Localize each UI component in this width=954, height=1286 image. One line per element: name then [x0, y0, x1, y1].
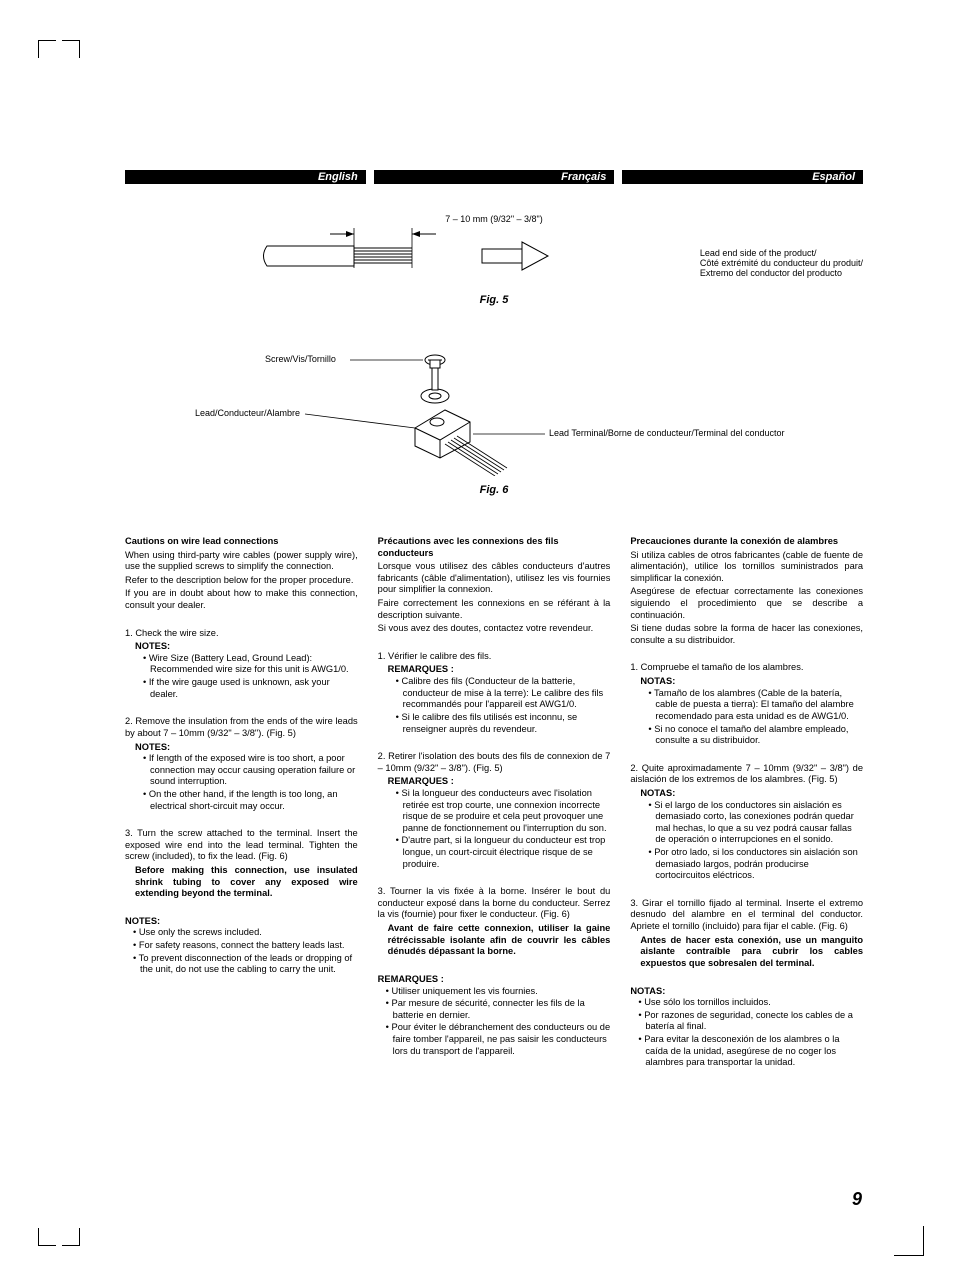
column-french: Précautions avec les connexions des fils…: [378, 536, 611, 1085]
fr-s2-bullet2: D'autre part, si la longueur du conducte…: [396, 835, 611, 870]
fig6-terminal-label: Lead Terminal/Borne de conducteur/Termin…: [549, 428, 784, 438]
fig6-diagram: [245, 346, 745, 476]
column-spanish: Precauciones durante la conexión de alam…: [630, 536, 863, 1085]
en-s2-bullet2: On the other hand, if the length is too …: [143, 789, 358, 812]
es-s1-bullet2: Si no conoce el tamaño del alambre emple…: [648, 724, 863, 747]
fig5-label-fr: Côté extrémité du conducteur du produit/: [700, 258, 863, 268]
page-content: English Français Español 7 – 10 mm (9/32…: [125, 170, 863, 1085]
es-s2-bullet1: Si el largo de los conductores sin aisla…: [648, 800, 863, 846]
en-s2-bullet1: If length of the exposed wire is too sho…: [143, 753, 358, 788]
es-step3: 3. Girar el tornillo fijado al terminal.…: [630, 898, 863, 933]
fr-step3-bold: Avant de faire cette connexion, utiliser…: [388, 923, 611, 958]
fr-s1-bullet2: Si le calibre des fils utilisés est inco…: [396, 712, 611, 735]
fig5-caption: Fig. 5: [125, 294, 863, 306]
es-step3-bold: Antes de hacer esta conexión, use un man…: [640, 935, 863, 970]
fr-step3: 3. Tourner la vis fixée à la borne. Insé…: [378, 886, 611, 921]
en-step3: 3. Turn the screw attached to the termin…: [125, 828, 358, 863]
fig5-label-es: Extremo del conductor del producto: [700, 268, 863, 278]
en-heading: Cautions on wire lead connections: [125, 536, 358, 548]
crop-mark: [38, 40, 56, 58]
en-step2: 2. Remove the insulation from the ends o…: [125, 716, 358, 739]
es-notes-label-2: NOTAS:: [640, 788, 863, 800]
lang-english: English: [125, 170, 366, 184]
fr-notes-label-2: REMARQUES :: [388, 776, 611, 788]
es-intro2: Asegúrese de efectuar correctamente las …: [630, 586, 863, 621]
language-bar: English Français Español: [125, 170, 863, 184]
fig5-labels: Lead end side of the product/ Côté extré…: [700, 248, 863, 278]
fig6-screw-label: Screw/Vis/Tornillo: [265, 354, 336, 364]
es-notes-label-1: NOTAS:: [640, 676, 863, 688]
column-english: Cautions on wire lead connections When u…: [125, 536, 358, 1085]
fr-heading: Précautions avec les connexions des fils…: [378, 536, 611, 559]
es-intro1: Si utiliza cables de otros fabricantes (…: [630, 550, 863, 585]
figure-5: 7 – 10 mm (9/32" – 3/8"): [125, 214, 863, 306]
en-step1: 1. Check the wire size.: [125, 628, 358, 640]
es-step1: 1. Compruebe el tamaño de los alambres.: [630, 662, 863, 674]
es-final-bullet3: Para evitar la desconexión de los alambr…: [638, 1034, 863, 1069]
fr-s2-bullet1: Si la longueur des conducteurs avec l'is…: [396, 788, 611, 834]
en-s1-bullet1: Wire Size (Battery Lead, Ground Lead): R…: [143, 653, 358, 676]
en-notes-label-1: NOTES:: [135, 641, 358, 653]
fr-step1: 1. Vérifier le calibre des fils.: [378, 651, 611, 663]
es-s1-bullet1: Tamaño de los alambres (Cable de la bate…: [648, 688, 863, 723]
fig5-dimension: 7 – 10 mm (9/32" – 3/8"): [125, 214, 863, 224]
fr-final-bullet2: Par mesure de sécurité, connecter les fi…: [386, 998, 611, 1021]
crop-mark: [62, 40, 80, 58]
fr-intro2: Faire correctement les connexions en se …: [378, 598, 611, 621]
es-s2-bullet2: Por otro lado, si los conductores sin ai…: [648, 847, 863, 882]
fr-intro3: Si vous avez des doutes, contactez votre…: [378, 623, 611, 635]
es-final-bullet2: Por razones de seguridad, conecte los ca…: [638, 1010, 863, 1033]
fig6-lead-label: Lead/Conducteur/Alambre: [195, 408, 300, 418]
fr-notes-label-3: REMARQUES :: [378, 974, 611, 986]
crop-mark: [894, 1226, 924, 1256]
en-final-bullet3: To prevent disconnection of the leads or…: [133, 953, 358, 976]
en-final-bullet2: For safety reasons, connect the battery …: [133, 940, 358, 952]
en-s1-bullet2: If the wire gauge used is unknown, ask y…: [143, 677, 358, 700]
page-number: 9: [852, 1189, 862, 1210]
en-notes-label-2: NOTES:: [135, 742, 358, 754]
fr-s1-bullet1: Calibre des fils (Conducteur de la batte…: [396, 676, 611, 711]
es-notes-label-3: NOTAS:: [630, 986, 863, 998]
lang-francais: Français: [374, 170, 615, 184]
fig6-caption: Fig. 6: [125, 484, 863, 496]
es-intro3: Si tiene dudas sobre la forma de hacer l…: [630, 623, 863, 646]
es-heading: Precauciones durante la conexión de alam…: [630, 536, 863, 548]
fig5-label-en: Lead end side of the product/: [700, 248, 863, 258]
fr-final-bullet3: Pour éviter le débranchement des conduct…: [386, 1022, 611, 1057]
en-notes-label-3: NOTES:: [125, 916, 358, 928]
en-step3-bold: Before making this connection, use insul…: [135, 865, 358, 900]
en-intro2: Refer to the description below for the p…: [125, 575, 358, 587]
text-columns: Cautions on wire lead connections When u…: [125, 536, 863, 1085]
crop-mark: [62, 1228, 80, 1246]
lang-espanol: Español: [622, 170, 863, 184]
en-intro1: When using third-party wire cables (powe…: [125, 550, 358, 573]
es-step2: 2. Quite aproximadamente 7 – 10mm (9/32"…: [630, 763, 863, 786]
en-final-bullet1: Use only the screws included.: [133, 927, 358, 939]
en-intro3: If you are in doubt about how to make th…: [125, 588, 358, 611]
figure-6: Screw/Vis/Tornillo Lead/Conducteur/Alamb…: [125, 346, 863, 496]
es-final-bullet1: Use sólo los tornillos incluidos.: [638, 997, 863, 1009]
fig5-diagram: [252, 228, 752, 288]
fr-final-bullet1: Utiliser uniquement les vis fournies.: [386, 986, 611, 998]
fr-notes-label-1: REMARQUES :: [388, 664, 611, 676]
fr-step2: 2. Retirer l'isolation des bouts des fil…: [378, 751, 611, 774]
crop-mark: [38, 1228, 56, 1246]
fr-intro1: Lorsque vous utilisez des câbles conduct…: [378, 561, 611, 596]
